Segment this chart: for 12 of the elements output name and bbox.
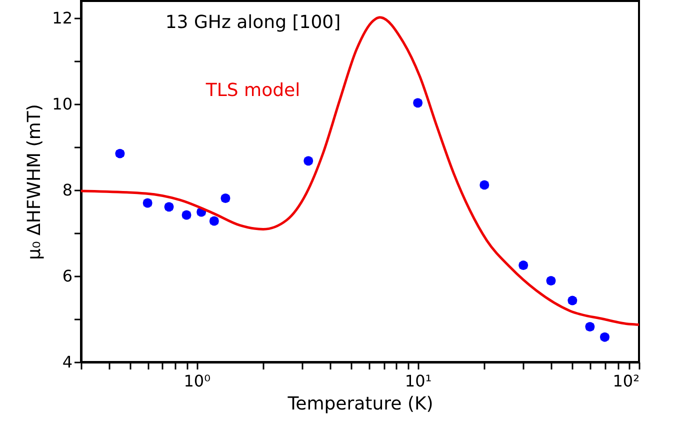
y-tick-label: 6 (62, 266, 72, 286)
x-tick-label: 10² (612, 372, 640, 390)
y-tick-label: 10 (52, 94, 72, 114)
y-tick-label: 4 (62, 352, 72, 372)
y-tick-label: 12 (52, 8, 72, 28)
x-tick-label: 10¹ (404, 372, 432, 390)
y-tick-label: 8 (62, 180, 72, 200)
x-axis-title: Temperature (K) (286, 394, 434, 414)
y-axis-title: μ₀ ΔHFWHM (mT) (24, 104, 46, 260)
text: TLS model (204, 80, 300, 101)
x-tick-label: 10⁰ (184, 372, 211, 390)
annotation: 13 GHz along [100] (165, 12, 341, 33)
